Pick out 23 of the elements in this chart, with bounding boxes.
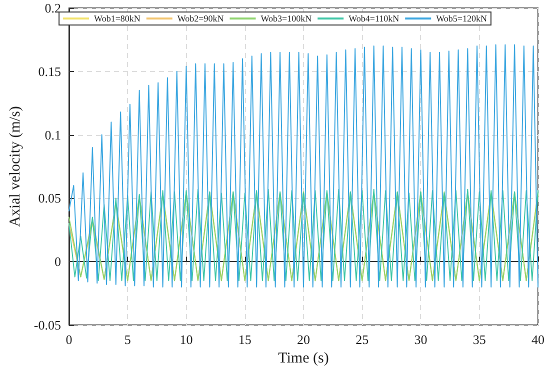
x-tick-label: 15 <box>238 332 252 347</box>
x-tick-label: 10 <box>180 332 193 347</box>
legend-label: Wob1=80kN <box>94 14 141 24</box>
x-tick-label: 35 <box>472 332 486 347</box>
x-axis-title: Time (s) <box>278 350 329 366</box>
x-tick-label: 5 <box>124 332 131 347</box>
x-tick-label: 25 <box>356 332 369 347</box>
y-tick-label: -0.05 <box>34 318 61 332</box>
y-tick-label: 0.05 <box>38 190 61 206</box>
line-series <box>68 44 538 288</box>
y-tick-label: 0.1 <box>44 127 61 142</box>
legend-label: Wob3=100kN <box>260 14 312 24</box>
x-tick-label: 30 <box>414 332 428 347</box>
x-tick-label: 20 <box>296 332 310 347</box>
y-tick-label: 0 <box>54 254 61 270</box>
legend-label: Wob2=90kN <box>177 14 224 24</box>
y-tick-label: 0.2 <box>44 0 61 16</box>
y-tick-label: 0.15 <box>38 64 61 79</box>
x-tick-label: 40 <box>532 332 544 347</box>
legend-label: Wob5=120kN <box>436 14 488 24</box>
x-tick-label: 0 <box>66 332 72 347</box>
legend-label: Wob4=110kN <box>348 14 400 24</box>
y-axis-title: Axial velocity (m/s) <box>8 106 24 227</box>
